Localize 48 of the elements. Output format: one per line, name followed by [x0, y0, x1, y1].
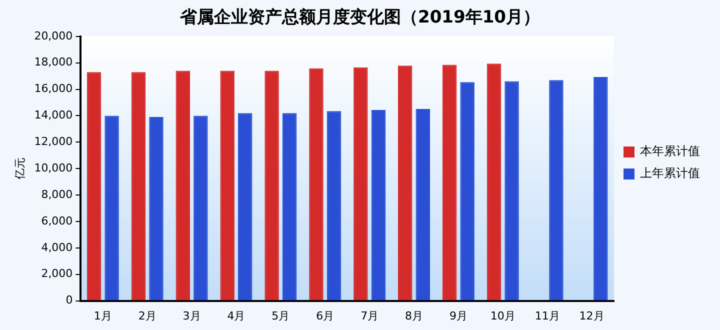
x-tick-label: 6月 [316, 309, 334, 322]
bar [460, 82, 474, 300]
bar [504, 81, 519, 300]
bar [371, 110, 386, 300]
legend-label: 上年累计值 [640, 166, 700, 180]
x-tick-label: 2月 [138, 309, 156, 322]
bar [309, 68, 324, 300]
y-tick-label: 2,000 [41, 267, 73, 280]
bar [442, 64, 457, 300]
bar [326, 111, 342, 300]
y-axis-title: 亿元 [13, 158, 26, 181]
y-tick-label: 0 [66, 294, 73, 307]
x-tick-label: 8月 [405, 309, 424, 322]
x-tick-label: 9月 [449, 309, 468, 322]
x-tick-label: 11月 [534, 309, 560, 322]
x-tick-label: 1月 [94, 309, 112, 322]
bar [131, 72, 146, 300]
x-tick-label: 7月 [360, 309, 379, 322]
bar [416, 108, 430, 300]
bar [220, 70, 234, 300]
bar [398, 66, 412, 300]
x-tick-label: 12月 [579, 309, 604, 322]
chart-title: 省属企业资产总额月度变化图（2019年10月） [179, 8, 540, 28]
legend-label: 本年累计值 [640, 144, 700, 158]
x-tick-label: 5月 [272, 309, 290, 322]
y-tick-label: 20,000 [34, 29, 73, 42]
y-tick-label: 10,000 [34, 161, 73, 174]
bar [238, 113, 252, 300]
y-tick-label: 6,000 [41, 214, 73, 228]
x-tick-label: 3月 [182, 309, 201, 322]
bar [194, 116, 208, 300]
bar [594, 76, 608, 300]
bar [264, 70, 279, 300]
bar [549, 80, 564, 300]
bar [354, 67, 368, 300]
bar [176, 70, 190, 300]
x-tick-label: 4月 [227, 309, 246, 322]
bar [282, 113, 297, 300]
bar [86, 72, 102, 300]
y-tick-label: 12,000 [34, 135, 73, 148]
y-tick-label: 14,000 [34, 108, 73, 122]
y-tick-label: 4,000 [41, 240, 73, 254]
y-tick-label: 8,000 [41, 188, 73, 201]
bar [149, 117, 164, 300]
x-tick-label: 10月 [490, 309, 516, 322]
y-tick-label: 16,000 [34, 82, 73, 96]
y-tick-label: 18,000 [34, 56, 73, 69]
bar [104, 116, 119, 300]
